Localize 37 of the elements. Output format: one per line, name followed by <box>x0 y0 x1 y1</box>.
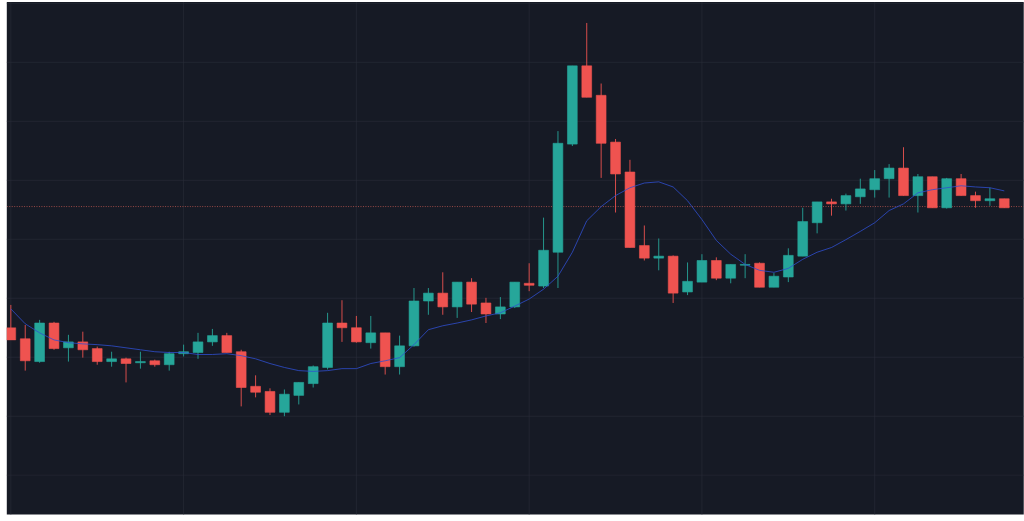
candlestick <box>466 277 477 313</box>
candlestick <box>869 169 880 198</box>
candlestick <box>811 201 823 234</box>
candlestick <box>696 253 708 283</box>
candlestick <box>279 388 290 417</box>
candlestick <box>739 253 751 279</box>
candlestick <box>135 351 146 369</box>
candlestick <box>423 287 434 316</box>
candlestick <box>221 332 232 353</box>
candlestick <box>480 297 492 324</box>
candlestick <box>984 187 996 207</box>
candlestick <box>250 374 261 398</box>
candlestick <box>912 173 924 213</box>
candlestick <box>351 315 362 343</box>
candlestick <box>754 261 765 288</box>
candlestick <box>264 387 276 416</box>
candlestick <box>437 271 448 316</box>
candlestick <box>336 299 348 343</box>
candlestick <box>783 247 794 283</box>
candlestick <box>883 163 895 198</box>
candlestick <box>682 261 693 296</box>
candlestick <box>955 173 967 196</box>
candlestick <box>394 334 405 375</box>
candlestick <box>711 256 722 281</box>
candlestick <box>725 263 736 284</box>
candlestick <box>120 357 132 383</box>
candlestick <box>365 315 376 349</box>
candlestick <box>20 324 31 371</box>
candlestick <box>639 224 650 261</box>
candlestick <box>293 381 304 405</box>
candlestick <box>192 332 204 360</box>
candlestick <box>840 193 852 211</box>
candlestick <box>523 262 535 292</box>
candlestick <box>92 346 103 365</box>
candlestick <box>308 364 319 388</box>
candlestick <box>855 178 866 205</box>
candlestick <box>653 237 664 271</box>
